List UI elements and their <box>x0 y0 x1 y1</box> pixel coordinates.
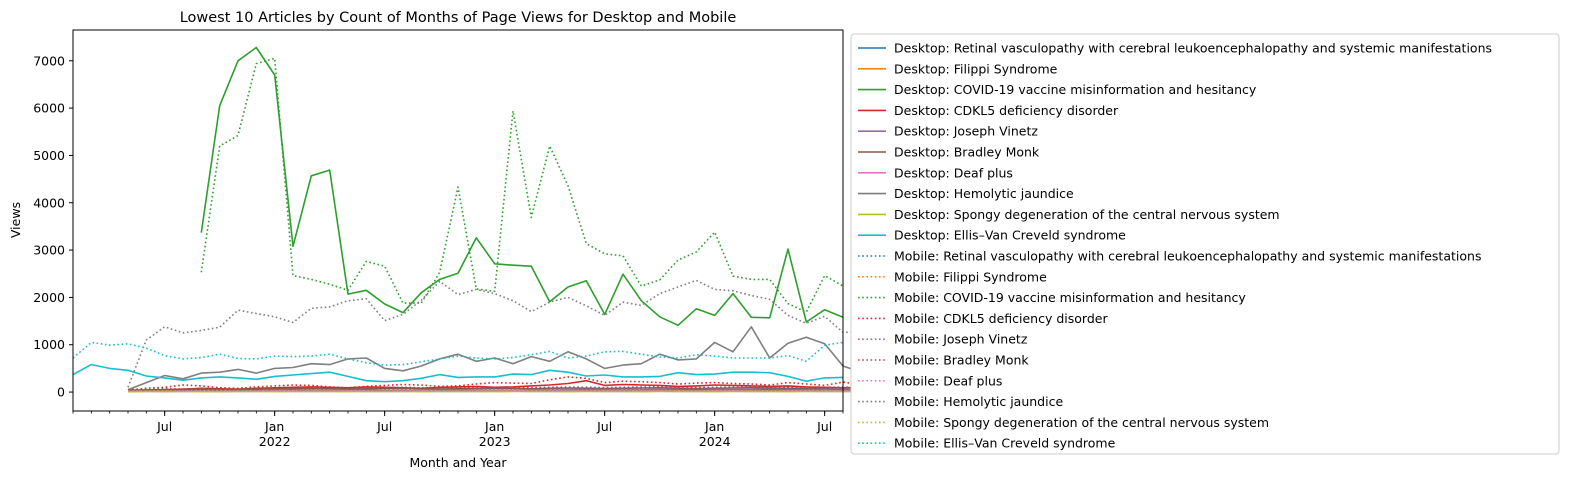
x-tick-label: Jul <box>816 419 832 434</box>
legend-entry-18: Mobile: Spongy degeneration of the centr… <box>894 415 1269 430</box>
legend-entry-5: Desktop: Bradley Monk <box>894 145 1040 160</box>
y-tick-label: 3000 <box>33 243 65 258</box>
legend-entry-19: Mobile: Ellis–Van Creveld syndrome <box>894 436 1116 451</box>
legend-entry-2: Desktop: COVID-19 vaccine misinformation… <box>894 82 1257 97</box>
x-tick-label: Jan <box>484 419 504 434</box>
y-tick-label: 7000 <box>33 53 65 68</box>
chart-title: Lowest 10 Articles by Count of Months of… <box>180 10 737 26</box>
legend-entry-16: Mobile: Deaf plus <box>894 373 1002 388</box>
legend-entry-3: Desktop: CDKL5 deficiency disorder <box>894 103 1119 118</box>
x-tick-label: Jul <box>156 419 172 434</box>
legend-entry-4: Desktop: Joseph Vinetz <box>894 124 1038 139</box>
x-tick-year-label: 2024 <box>699 434 731 449</box>
series-line-13 <box>127 376 862 391</box>
series-line-2 <box>200 46 844 327</box>
legend-entry-12: Mobile: COVID-19 vaccine misinformation … <box>894 290 1246 305</box>
legend-entry-7: Desktop: Hemolytic jaundice <box>894 186 1074 201</box>
legend-entry-13: Mobile: CDKL5 deficiency disorder <box>894 311 1108 326</box>
y-tick-label: 0 <box>57 385 65 400</box>
legend: Desktop: Retinal vasculopathy with cereb… <box>850 33 1560 455</box>
x-tick-label: Jul <box>376 419 392 434</box>
legend-entry-17: Mobile: Hemolytic jaundice <box>894 394 1063 409</box>
x-axis-label: Month and Year <box>409 455 507 470</box>
legend-entry-14: Mobile: Joseph Vinetz <box>894 332 1028 347</box>
x-tick-label: Jan <box>704 419 724 434</box>
legend-entry-1: Desktop: Filippi Syndrome <box>894 61 1058 76</box>
legend-entry-10: Mobile: Retinal vasculopathy with cerebr… <box>894 249 1481 264</box>
y-tick-label: 6000 <box>33 101 65 116</box>
y-tick-label: 2000 <box>33 290 65 305</box>
x-tick-label: Jan <box>264 419 284 434</box>
y-tick-label: 5000 <box>33 148 65 163</box>
series-line-7 <box>127 325 862 391</box>
y-axis-label: Views <box>8 202 23 238</box>
legend-entry-15: Mobile: Bradley Monk <box>894 353 1029 368</box>
series-line-19 <box>72 341 844 366</box>
x-tick-year-label: 2022 <box>259 434 291 449</box>
series-line-15 <box>127 386 862 391</box>
y-axis: 0 1000 2000 3000 4000 5000 6000 7000 <box>33 53 73 400</box>
legend-box <box>850 33 1560 455</box>
plot-area <box>72 46 862 393</box>
legend-entry-8: Desktop: Spongy degeneration of the cent… <box>894 207 1280 222</box>
legend-entry-9: Desktop: Ellis–Van Creveld syndrome <box>894 228 1126 243</box>
legend-entry-11: Mobile: Filippi Syndrome <box>894 269 1047 284</box>
y-tick-label: 1000 <box>33 337 65 352</box>
series-line-17 <box>127 279 862 388</box>
series-line-12 <box>200 57 844 313</box>
x-tick-year-label: 2023 <box>479 434 511 449</box>
y-tick-label: 4000 <box>33 195 65 210</box>
series-line-9 <box>72 363 844 383</box>
x-tick-label: Jul <box>596 419 612 434</box>
legend-entry-0: Desktop: Retinal vasculopathy with cereb… <box>894 41 1492 56</box>
legend-entry-6: Desktop: Deaf plus <box>894 165 1013 180</box>
